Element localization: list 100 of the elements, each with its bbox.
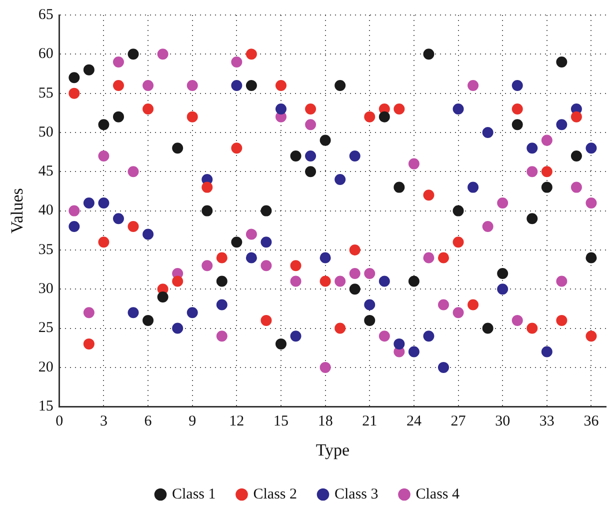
point	[423, 252, 434, 264]
point	[541, 166, 552, 178]
point	[586, 252, 597, 264]
point	[83, 307, 94, 318]
point	[364, 268, 376, 279]
x-tick-label: 24	[406, 414, 422, 430]
point	[290, 276, 302, 287]
point	[128, 307, 139, 318]
point	[556, 56, 568, 68]
point	[320, 276, 331, 287]
point	[275, 338, 286, 350]
point	[541, 134, 552, 146]
y-axis-title: Values	[8, 188, 27, 234]
point	[202, 260, 213, 272]
point	[231, 142, 242, 154]
point	[394, 338, 405, 350]
point	[394, 182, 405, 193]
y-tick-label: 15	[38, 398, 54, 415]
point	[541, 182, 552, 193]
point	[112, 56, 124, 68]
point	[408, 276, 420, 287]
point	[216, 330, 228, 342]
point	[438, 299, 449, 310]
legend-label: Class 3	[334, 486, 378, 502]
point	[586, 330, 597, 342]
point	[334, 276, 346, 287]
point	[290, 150, 302, 162]
point	[482, 322, 494, 334]
point	[320, 252, 331, 264]
point	[526, 322, 538, 334]
point	[305, 150, 316, 162]
point	[305, 166, 316, 178]
point	[541, 346, 552, 358]
point	[275, 103, 286, 114]
point	[320, 134, 331, 146]
point	[216, 299, 228, 310]
point	[231, 80, 242, 91]
y-tick-label: 50	[38, 124, 54, 140]
point	[172, 322, 184, 334]
point	[452, 236, 464, 248]
point	[497, 284, 508, 295]
point	[216, 252, 228, 264]
point	[497, 268, 508, 279]
y-tick-label: 30	[38, 281, 54, 298]
point	[98, 236, 110, 248]
point	[349, 284, 360, 295]
point	[98, 197, 110, 208]
point	[378, 111, 390, 122]
point	[186, 111, 198, 122]
point	[202, 205, 213, 216]
point	[260, 260, 272, 272]
point	[334, 80, 346, 91]
point	[349, 150, 360, 162]
point	[452, 307, 464, 318]
point	[570, 111, 582, 122]
point	[556, 314, 568, 326]
point	[570, 150, 582, 162]
x-tick-label: 33	[539, 414, 554, 430]
point	[128, 220, 139, 232]
point	[290, 260, 302, 272]
point	[157, 48, 168, 60]
legend-label: Class 2	[253, 486, 298, 502]
point	[364, 299, 376, 310]
point	[231, 236, 242, 248]
point	[468, 299, 479, 310]
point	[423, 330, 434, 342]
x-tick-label: 36	[584, 414, 600, 430]
point	[68, 205, 80, 216]
point	[112, 213, 124, 224]
y-tick-label: 35	[38, 242, 54, 258]
point	[556, 119, 568, 130]
point	[497, 197, 508, 208]
point	[378, 276, 390, 287]
x-axis-title: Type	[316, 440, 350, 460]
y-tick-label: 25	[38, 320, 54, 336]
x-tick-label: 27	[450, 414, 466, 430]
y-tick-label: 40	[38, 202, 54, 219]
point	[172, 142, 184, 154]
x-tick-label: 30	[495, 414, 510, 430]
point	[142, 103, 154, 114]
point	[482, 126, 494, 138]
point	[142, 228, 154, 240]
point	[98, 150, 110, 162]
point	[586, 197, 597, 208]
point	[246, 228, 257, 240]
point	[438, 362, 449, 373]
y-tick-label: 20	[38, 359, 54, 376]
point	[305, 103, 316, 114]
point	[83, 197, 94, 208]
x-tick-label: 6	[144, 414, 152, 430]
point	[246, 48, 257, 60]
x-tick-label: 0	[56, 414, 64, 430]
y-tick-label: 45	[38, 164, 54, 180]
point	[275, 80, 286, 91]
point	[83, 64, 94, 76]
point	[452, 205, 464, 216]
x-tick-label: 12	[229, 414, 244, 430]
point	[364, 111, 376, 122]
point	[83, 338, 94, 350]
point	[305, 119, 316, 130]
